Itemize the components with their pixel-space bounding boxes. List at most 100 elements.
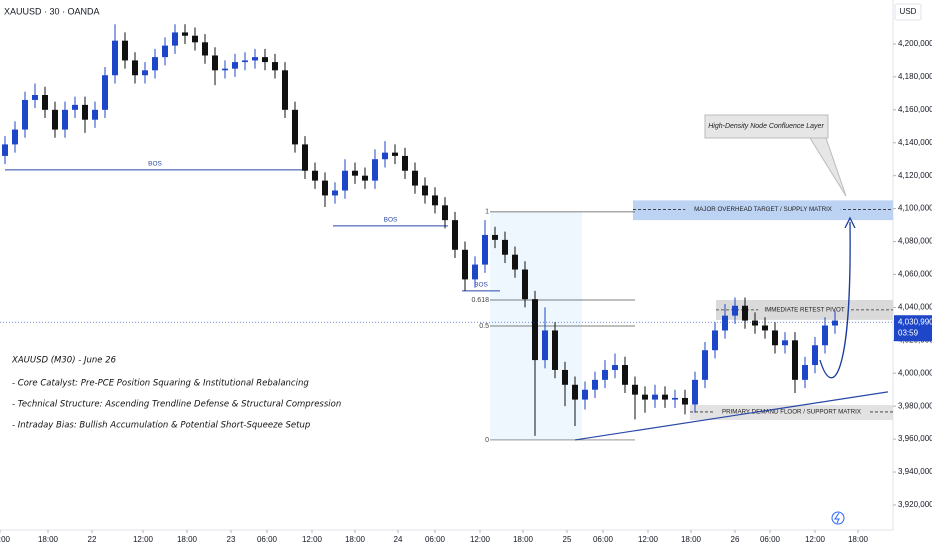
candle-body: [292, 109, 298, 145]
candle-body: [422, 185, 428, 196]
candle-body: [202, 42, 208, 56]
candle-body: [272, 62, 278, 71]
candle-body: [142, 70, 148, 76]
x-tick-label: 12:00: [805, 535, 826, 544]
bos-label: BOS: [148, 161, 162, 168]
candle-body: [282, 70, 288, 110]
x-tick-label: 26: [731, 535, 740, 544]
x-tick-label: 25: [563, 535, 572, 544]
candle-body: [302, 144, 308, 171]
y-tick-label: 3,940,000: [898, 467, 932, 476]
y-tick-label: 3,960,000: [898, 434, 932, 443]
zone-label-bg: [713, 407, 870, 416]
candle-body: [242, 60, 248, 63]
candle-body: [102, 75, 108, 110]
candle-body: [92, 109, 98, 120]
x-tick-label: 24: [394, 535, 403, 544]
x-tick-label: 12:00: [133, 535, 154, 544]
candle-body: [362, 175, 368, 181]
candle-body: [712, 330, 718, 351]
candle-body: [612, 365, 618, 370]
candle-body: [462, 249, 468, 280]
x-tick-label: 18:00: [513, 535, 534, 544]
candle-body: [132, 60, 138, 76]
candle-body: [832, 320, 838, 326]
y-tick-label: 3,920,000: [898, 500, 932, 509]
notes: XAUUSD (M30) - June 26 - Core Catalyst: …: [11, 356, 341, 431]
candle-body: [542, 330, 548, 361]
candle-body: [722, 315, 728, 331]
x-tick-label: 18:00: [345, 535, 366, 544]
x-tick-label: 18:00: [681, 535, 702, 544]
candle-body: [262, 57, 268, 63]
zone-label-bg: [685, 205, 841, 214]
candle-body: [322, 180, 328, 196]
y-tick-label: 4,000,000: [898, 368, 932, 377]
candle-body: [12, 129, 18, 145]
x-tick-label: 06:00: [425, 535, 446, 544]
candle-body: [72, 104, 78, 110]
candle-body: [742, 305, 748, 321]
candle-body: [662, 394, 668, 400]
x-tick-label: 18:00: [848, 535, 869, 544]
candle-body: [512, 254, 518, 270]
candle-body: [822, 325, 828, 346]
candle-body: [802, 365, 808, 380]
fib-label: 0.5: [479, 323, 489, 330]
candle-body: [212, 55, 218, 71]
fib-label: 0: [485, 437, 489, 444]
bos-label: BOS: [384, 217, 398, 224]
zone-label-bg: [758, 305, 851, 314]
candle-body: [482, 234, 488, 265]
candle-body: [812, 345, 818, 366]
y-tick-label: 4,180,000: [898, 72, 932, 81]
candle-body: [572, 384, 578, 400]
candle-body: [452, 220, 458, 250]
projection-path: [819, 221, 851, 379]
candle-body: [342, 170, 348, 191]
x-tick-label: 12:00: [638, 535, 659, 544]
notes-line: - Technical Structure: Ascending Trendli…: [12, 400, 341, 410]
candle-body: [62, 109, 68, 130]
candle-body: [562, 369, 568, 385]
x-tick-label: 18:00: [177, 535, 198, 544]
candle-body: [592, 379, 598, 390]
candle-body: [682, 397, 688, 405]
candle-body: [732, 305, 738, 316]
x-tick-label: 12:00: [0, 535, 11, 544]
candle-body: [582, 389, 588, 400]
candle-body: [172, 32, 178, 46]
notes-title: XAUUSD (M30) - June 26: [11, 356, 117, 366]
candle-body: [502, 239, 508, 255]
candle-body: [692, 379, 698, 405]
candle-body: [432, 195, 438, 206]
candle-body: [622, 365, 628, 385]
y-tick-label: 4,140,000: [898, 138, 932, 147]
last-price-label: 4,030,990: [898, 317, 932, 326]
candle-body: [182, 32, 188, 36]
candle-body: [52, 109, 58, 130]
candle-body: [392, 152, 398, 156]
candle-body: [792, 340, 798, 380]
zone-label: IMMEDIATE RETEST PIVOT: [764, 307, 844, 314]
last-price-box: [894, 315, 932, 342]
candle-body: [602, 369, 608, 380]
symbol-header: XAUUSD · 30 · OANDA: [4, 6, 100, 16]
candle-body: [552, 330, 558, 370]
currency-box[interactable]: [894, 3, 922, 21]
zone-label: MAJOR OVERHEAD TARGET / SUPPLY MATRIX: [694, 206, 832, 213]
candle-body: [702, 350, 708, 380]
y-tick-label: 4,200,000: [898, 39, 932, 48]
callout-pointer: [809, 137, 847, 197]
y-tick-label: 3,980,000: [898, 401, 932, 410]
candle-body: [672, 397, 678, 400]
alert-icon[interactable]: [831, 511, 845, 525]
zone-label: PRIMARY DEMAND FLOOR / SUPPORT MATRIX: [722, 409, 861, 416]
notes-line: - Core Catalyst: Pre-PCE Position Squari…: [12, 379, 309, 389]
candle-body: [532, 299, 538, 361]
y-tick-label: 4,060,000: [898, 270, 932, 279]
candle-body: [782, 340, 788, 346]
candle-body: [332, 190, 338, 196]
x-tick-label: 06:00: [760, 535, 781, 544]
